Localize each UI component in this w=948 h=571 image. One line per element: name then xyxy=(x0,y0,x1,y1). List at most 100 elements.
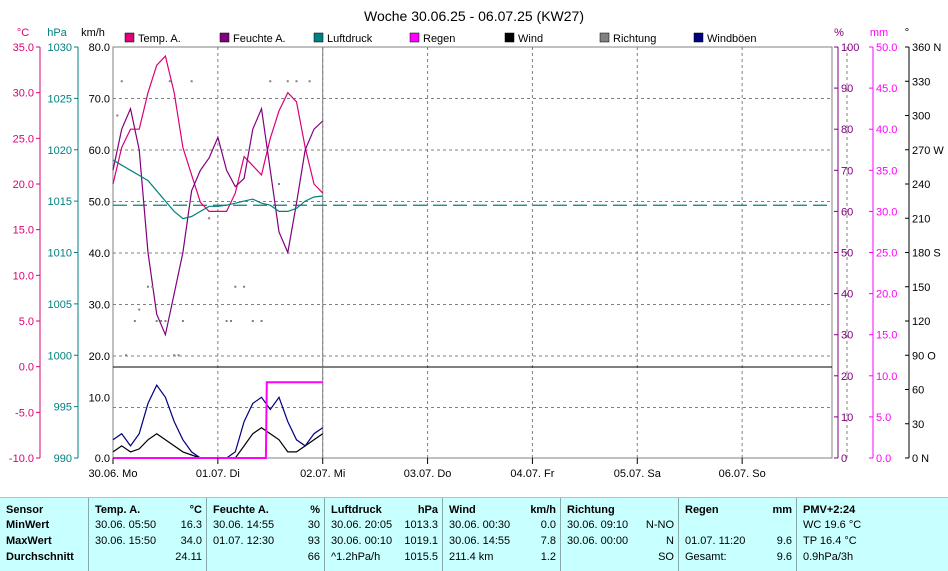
tick-label: 1000 xyxy=(48,350,72,362)
stats-cell-value: N-NO xyxy=(645,519,674,531)
x-tick-label: 05.07. Sa xyxy=(614,468,662,480)
tick-label: 40.0 xyxy=(876,124,897,136)
richtung-point xyxy=(229,320,232,322)
tick-label: 80.0 xyxy=(89,42,110,54)
legend-label: Regen xyxy=(423,33,455,45)
tick-label: 10 xyxy=(841,412,853,424)
tick-label: 20.0 xyxy=(89,351,110,363)
tick-label: 210 xyxy=(912,213,930,225)
richtung-point xyxy=(243,285,246,288)
richtung-point xyxy=(116,114,119,117)
richtung-point xyxy=(181,320,184,322)
stats-header: Richtung xyxy=(561,503,678,518)
stats-header-label: Wind xyxy=(449,504,476,516)
tick-label: 10.0 xyxy=(13,270,34,282)
tick-label: -5.0 xyxy=(15,407,34,419)
stats-column: Regen mm 01.07. 11:20 9.6 Gesamt: 9.6 xyxy=(678,498,796,571)
stats-cell-value: 93 xyxy=(307,535,320,547)
legend-swatch xyxy=(124,32,135,43)
tick-label: 100 xyxy=(841,42,859,54)
tick-label: 50.0 xyxy=(89,197,110,209)
legend-swatch xyxy=(219,32,230,43)
stats-row: 0.9hPa/3h xyxy=(797,550,914,565)
legend-label: Windböen xyxy=(707,33,757,45)
tick-label: 40 xyxy=(841,289,853,301)
legend-swatch xyxy=(504,32,515,43)
stats-cell-value: 24.11 xyxy=(175,551,202,563)
stats-header-unit: hPa xyxy=(417,504,438,516)
stats-row-label: Durchschnitt xyxy=(6,551,74,563)
tick-label: 30 xyxy=(841,330,853,342)
tick-label: 30 xyxy=(912,419,924,431)
stats-header-label: Regen xyxy=(685,504,719,516)
statistics-panel: Sensor MinWert MaxWert Durchschnitt Temp. A.… xyxy=(0,497,948,571)
richtung-point xyxy=(151,285,154,288)
richtung-point xyxy=(295,80,298,83)
stats-row: 30.06. 00:00 N xyxy=(561,534,678,549)
stats-row-label: MinWert xyxy=(6,519,50,531)
tick-label: 10.0 xyxy=(89,392,110,404)
stats-cell-value: 7.8 xyxy=(540,535,556,547)
stats-cell-value: 0.0 xyxy=(540,519,556,531)
stats-row: 30.06. 14:55 7.8 xyxy=(443,534,560,549)
stats-cell-time: 30.06. 05:50 xyxy=(95,519,157,531)
richtung-point xyxy=(125,354,128,357)
stats-row: 211.4 km 1.2 xyxy=(443,550,560,565)
stats-cell-value: 66 xyxy=(307,551,320,563)
legend-label: Temp. A. xyxy=(138,33,181,45)
stats-header: Feuchte A.% xyxy=(207,503,324,518)
tick-label: 180 S xyxy=(912,248,941,260)
tick-label: 25.0 xyxy=(13,133,34,145)
unit-label: km/h xyxy=(81,27,105,39)
legend-label: Feuchte A. xyxy=(233,33,286,45)
feuchte-a--line xyxy=(112,106,324,337)
tick-label: 330 xyxy=(912,76,930,88)
tick-label: 25.0 xyxy=(876,248,897,260)
legend-swatch xyxy=(693,32,704,43)
legend-label: Richtung xyxy=(613,33,656,45)
stats-column: Wind km/h 30.06. 00:30 0.0 30.06. 14:55 7.8 21… xyxy=(442,498,560,571)
axis-units: °C hPa km/h% mm ° xyxy=(17,27,909,39)
stats-cell-time: 0.9hPa/3h xyxy=(803,551,854,563)
stats-cell-value: 30 xyxy=(307,519,320,531)
tick-label: 5.0 xyxy=(19,316,34,328)
stats-cell-time: 30.06. 20:05 xyxy=(331,519,393,531)
legend: Temp. A. Feuchte A. Luftdruck Regen Wind Rich… xyxy=(124,32,757,45)
tick-label: 60 xyxy=(912,385,924,397)
axes: 35.0 30.0 25.0 20.0 15.0 10.0 5.0 0.0 -5.0 -10.0 1… xyxy=(9,42,944,465)
stats-row: MinWert xyxy=(0,518,88,533)
stats-row: 66 xyxy=(207,550,324,565)
stats-row: 30.06. 09:10 N-NO xyxy=(561,518,678,533)
stats-cell-value: 9.6 xyxy=(776,535,792,547)
stats-header-unit: % xyxy=(310,504,320,516)
unit-label: ° xyxy=(905,27,909,39)
tick-label: 30.0 xyxy=(89,300,110,312)
stats-row: 30.06. 20:05 1013.3 xyxy=(325,518,442,533)
stats-header: Regen mm xyxy=(679,503,796,518)
stats-cell-time: WC 19.6 °C xyxy=(803,519,862,531)
tick-label: 35.0 xyxy=(876,165,897,177)
stats-header-label: Temp. A. xyxy=(95,504,141,516)
stats-row: 24.11 xyxy=(89,550,206,565)
x-tick-label: 01.07. Di xyxy=(196,468,240,480)
stats-column: Luftdruck hPa 30.06. 20:05 1013.3 30.06. 00:… xyxy=(324,498,442,571)
x-axis-ticks: 30.06. Mo 01.07. Di 02.07. Mi 03.07. Do 04.0… xyxy=(89,458,766,480)
tick-label: 50.0 xyxy=(876,42,897,54)
stats-header-unit: km/h xyxy=(530,504,556,516)
richtung-point xyxy=(308,80,311,83)
tick-label: 150 xyxy=(912,282,930,294)
tick-label: 360 N xyxy=(912,42,941,54)
tick-label: 20 xyxy=(841,371,853,383)
stats-column: Richtung 30.06. 09:10 N-NO 30.06. 00:00 N SO xyxy=(560,498,678,571)
richtung-point xyxy=(133,320,136,322)
tick-label: 1005 xyxy=(48,299,72,311)
stats-cell-time: 30.06. 14:55 xyxy=(213,519,275,531)
stats-cell-time: 01.07. 11:20 xyxy=(685,535,746,547)
legend-swatch xyxy=(313,32,324,43)
stats-row: 30.06. 05:50 16.3 xyxy=(89,518,206,533)
stats-cell-time: 30.06. 09:10 xyxy=(567,519,629,531)
stats-header-unit: °C xyxy=(189,504,202,516)
richtung-point xyxy=(278,183,281,185)
temp-a--line xyxy=(112,54,324,212)
tick-label: 15.0 xyxy=(13,225,34,237)
